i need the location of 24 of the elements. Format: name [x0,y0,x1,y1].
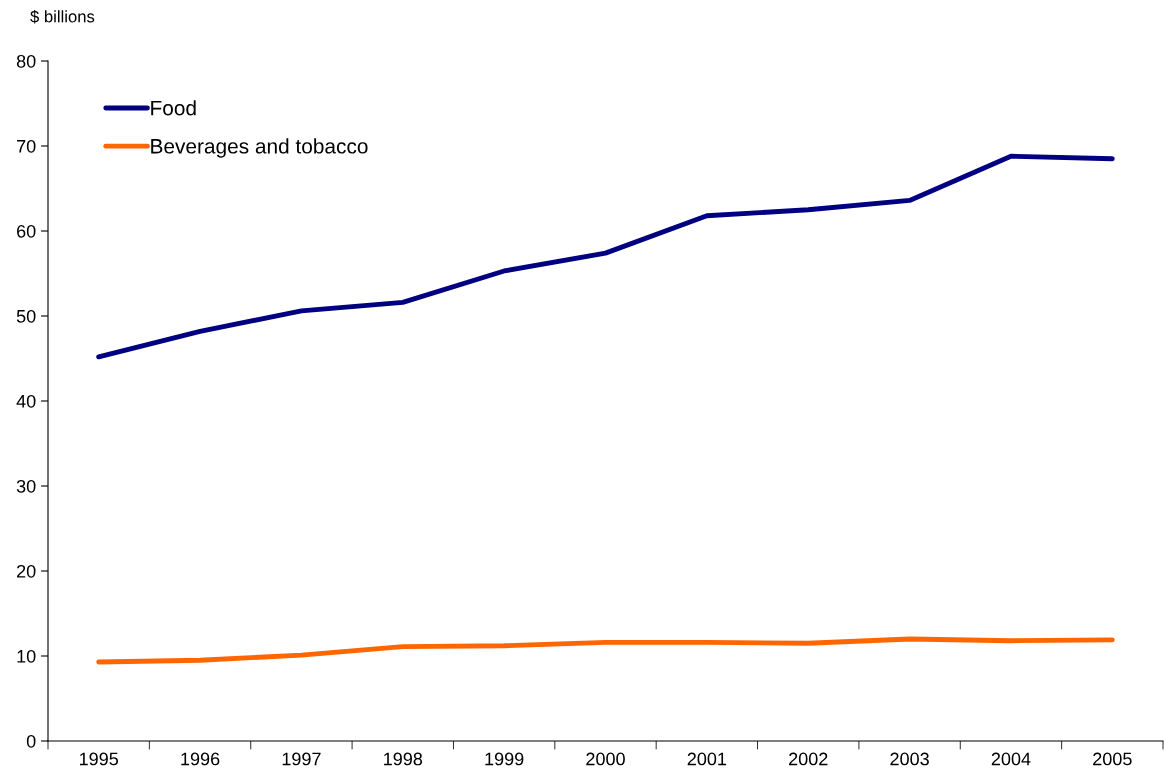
y-tick-label: 20 [17,564,36,578]
y-axis-title: $ billions [30,9,95,24]
x-tick-label: 1997 [282,752,321,766]
x-tick-label: 2002 [789,752,828,766]
y-tick-label: 30 [16,479,36,493]
line-series [96,636,1115,665]
y-tick-label: 10 [17,649,36,663]
y-tick-label: 50 [16,309,36,323]
legend-label: Food [151,100,196,116]
y-tick-label: 70 [17,139,36,153]
x-tick-label: 1995 [79,752,119,766]
x-tick-label: 2000 [586,752,625,766]
y-tick-label: 80 [16,54,36,68]
x-tick-label: 1998 [384,752,423,766]
y-tick-label: 60 [17,224,36,238]
x-tick-label: 2005 [1093,752,1132,766]
x-tick-label: 2004 [991,752,1031,766]
x-tick-label: 1999 [485,752,524,766]
x-tick-label: 2001 [687,752,727,766]
legend-label: Beverages and tobacco [151,138,368,158]
x-tick-label: 2003 [890,752,929,766]
x-tick-label: 1996 [181,752,220,766]
y-tick-label: 0 [26,734,36,748]
y-tick-label: 40 [16,394,36,408]
